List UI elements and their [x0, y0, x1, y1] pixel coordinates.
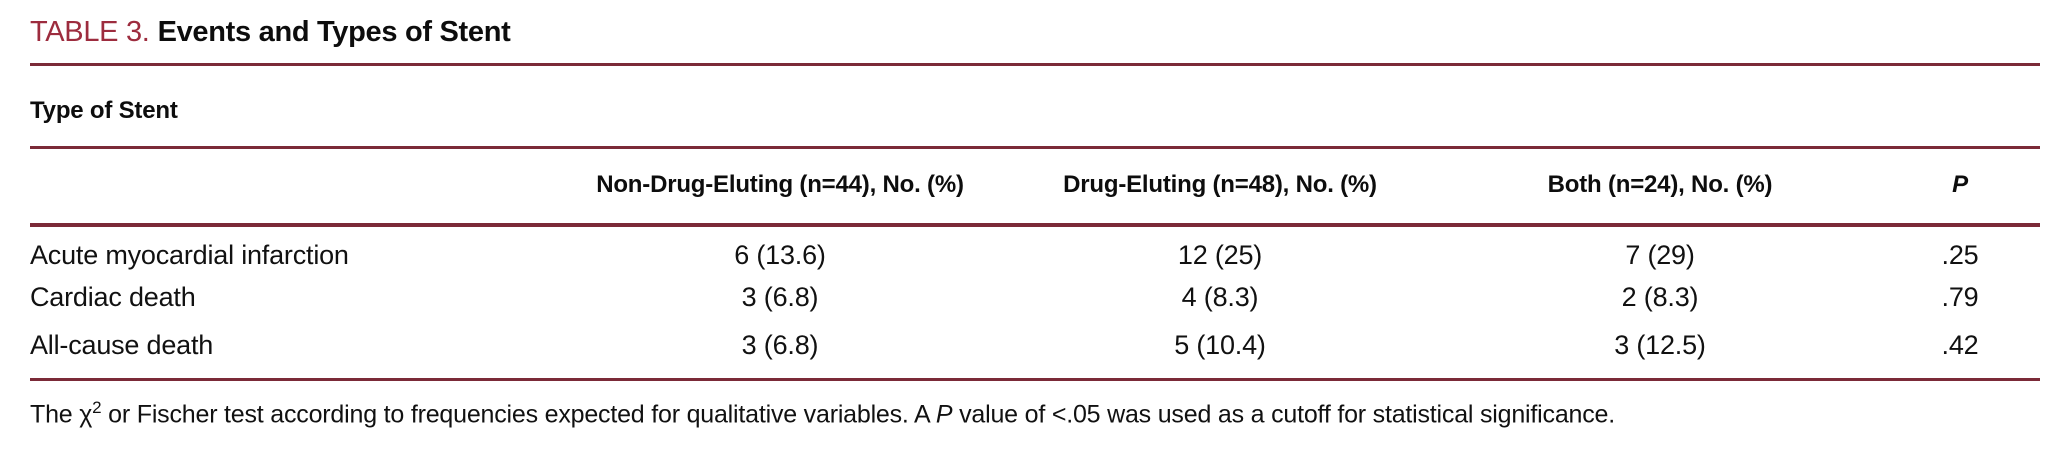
cell-p-value: .79 — [1941, 281, 1979, 312]
p-symbol: P — [935, 400, 953, 429]
row-label-all-cause-death: All-cause death — [30, 329, 214, 360]
cell-value: 3 (6.8) — [741, 281, 819, 312]
cell-value: 7 (29) — [1625, 239, 1695, 270]
divider-stub — [30, 146, 2040, 149]
footnote-text: The — [30, 400, 80, 429]
table-caption: Events and Types of Stent — [157, 16, 511, 48]
chi-superscript: 2 — [92, 398, 102, 417]
table-row: Cardiac death 3 (6.8) 4 (8.3) 2 (8.3) .7… — [30, 273, 2040, 321]
footnote-text: or Fischer test according to frequencies… — [101, 400, 936, 429]
cell-value: 3 (6.8) — [741, 329, 819, 360]
cell-value: 2 (8.3) — [1621, 281, 1699, 312]
cell-p-value: .25 — [1941, 239, 1979, 270]
row-label-cardiac-death: Cardiac death — [30, 281, 196, 312]
cell-value: 12 (25) — [1177, 239, 1263, 270]
cell-value: 6 (13.6) — [734, 239, 826, 270]
column-header-both: Both (n=24), No. (%) — [1547, 171, 1773, 198]
cell-value: 5 (10.4) — [1174, 329, 1266, 360]
events-table: Non-Drug-Eluting (n=44), No. (%) Drug-El… — [30, 149, 2040, 369]
cell-value: 4 (8.3) — [1181, 281, 1259, 312]
header-row: Non-Drug-Eluting (n=44), No. (%) Drug-El… — [30, 149, 2040, 225]
column-header-empty — [30, 149, 560, 225]
column-header-p-value: P — [1952, 171, 1968, 198]
table-footnote: The χ2 or Fischer test according to freq… — [30, 392, 2040, 430]
footnote-text: value of <.05 was used as a cutoff for s… — [952, 400, 1615, 429]
divider-bottom — [30, 378, 2040, 381]
cell-p-value: .42 — [1941, 329, 1979, 360]
table-number-label: TABLE 3. — [30, 16, 150, 48]
row-label-acute-mi: Acute myocardial infarction — [30, 239, 349, 270]
table-row: Acute myocardial infarction 6 (13.6) 12 … — [30, 225, 2040, 273]
table-row: All-cause death 3 (6.8) 5 (10.4) 3 (12.5… — [30, 321, 2040, 369]
column-header-drug-eluting: Drug-Eluting (n=48), No. (%) — [1063, 171, 1377, 198]
divider-top — [30, 63, 2040, 66]
column-header-non-drug-eluting: Non-Drug-Eluting (n=44), No. (%) — [596, 171, 964, 198]
cell-value: 3 (12.5) — [1614, 329, 1706, 360]
chi-symbol: χ — [79, 400, 93, 429]
table-title: TABLE 3. Events and Types of Stent — [30, 14, 2040, 50]
stub-heading: Type of Stent — [30, 97, 178, 124]
